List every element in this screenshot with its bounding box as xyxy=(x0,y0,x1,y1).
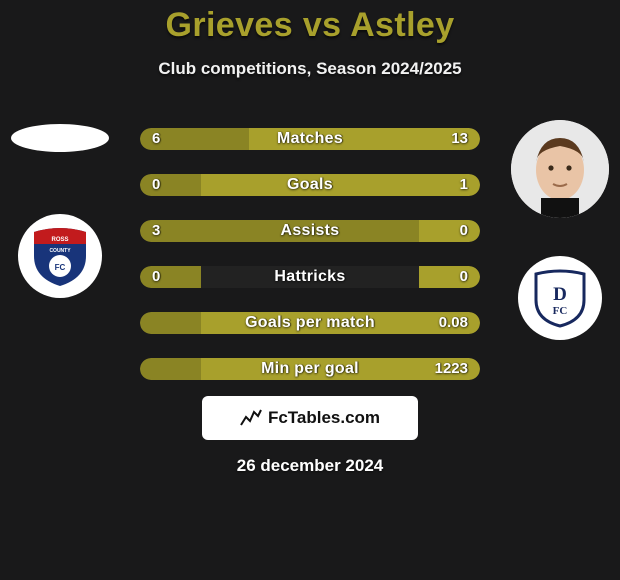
stat-bar-left xyxy=(140,358,201,380)
stat-label: Min per goal xyxy=(261,358,359,380)
stat-value-right: 0 xyxy=(460,266,468,288)
svg-text:D: D xyxy=(553,284,567,305)
svg-text:FC: FC xyxy=(55,263,66,272)
stat-value-right: 0.08 xyxy=(439,312,468,334)
stat-label: Goals per match xyxy=(245,312,375,334)
sparkline-icon xyxy=(240,407,262,429)
stat-bar-left xyxy=(140,312,201,334)
stat-value-left: 0 xyxy=(152,266,160,288)
stat-bar-left xyxy=(140,174,201,196)
stat-value-left: 3 xyxy=(152,220,160,242)
stat-label: Matches xyxy=(277,128,343,150)
shield-icon: ROSS COUNTY FC xyxy=(30,224,90,288)
page-subtitle: Club competitions, Season 2024/2025 xyxy=(0,59,620,79)
club-crest-left: ROSS COUNTY FC xyxy=(18,214,102,298)
branding-label: FcTables.com xyxy=(268,408,380,428)
stat-label: Goals xyxy=(287,174,333,196)
left-avatar-column: ROSS COUNTY FC xyxy=(10,120,110,298)
player-avatar-left-placeholder xyxy=(11,124,109,152)
page-title: Grieves vs Astley xyxy=(0,0,620,45)
player-avatar-right xyxy=(511,120,609,218)
branding-badge[interactable]: FcTables.com xyxy=(202,396,418,440)
stat-value-left: 6 xyxy=(152,128,160,150)
svg-text:FC: FC xyxy=(553,305,568,317)
shield-icon: D FC xyxy=(530,266,590,330)
svg-text:ROSS: ROSS xyxy=(51,237,68,243)
stat-row-hattricks: 0 0 Hattricks xyxy=(140,266,480,288)
stat-bar-right xyxy=(419,266,480,288)
club-crest-right: D FC xyxy=(518,256,602,340)
stat-row-matches: 6 13 Matches xyxy=(140,128,480,150)
stat-bar-left xyxy=(140,266,201,288)
stat-bar-right xyxy=(419,220,480,242)
stat-row-goals-per-match: 0.08 Goals per match xyxy=(140,312,480,334)
stat-row-goals: 0 1 Goals xyxy=(140,174,480,196)
stat-value-right: 0 xyxy=(460,220,468,242)
snapshot-date: 26 december 2024 xyxy=(237,456,384,476)
svg-text:COUNTY: COUNTY xyxy=(49,248,71,254)
stat-value-right: 1223 xyxy=(435,358,468,380)
face-icon xyxy=(511,120,609,218)
right-avatar-column: D FC xyxy=(510,120,610,340)
comparison-card: Grieves vs Astley Club competitions, Sea… xyxy=(0,0,620,580)
stat-bar-left xyxy=(140,220,419,242)
stat-bar-right xyxy=(201,174,480,196)
stat-value-left: 0 xyxy=(152,174,160,196)
stat-label: Hattricks xyxy=(274,266,345,288)
stats-area: 6 13 Matches 0 1 Goals 3 0 Assists 0 0 Hattricks 0.0… xyxy=(140,128,480,404)
stat-value-right: 13 xyxy=(451,128,468,150)
stat-value-right: 1 xyxy=(460,174,468,196)
stat-row-assists: 3 0 Assists xyxy=(140,220,480,242)
stat-label: Assists xyxy=(280,220,339,242)
stat-row-min-per-goal: 1223 Min per goal xyxy=(140,358,480,380)
